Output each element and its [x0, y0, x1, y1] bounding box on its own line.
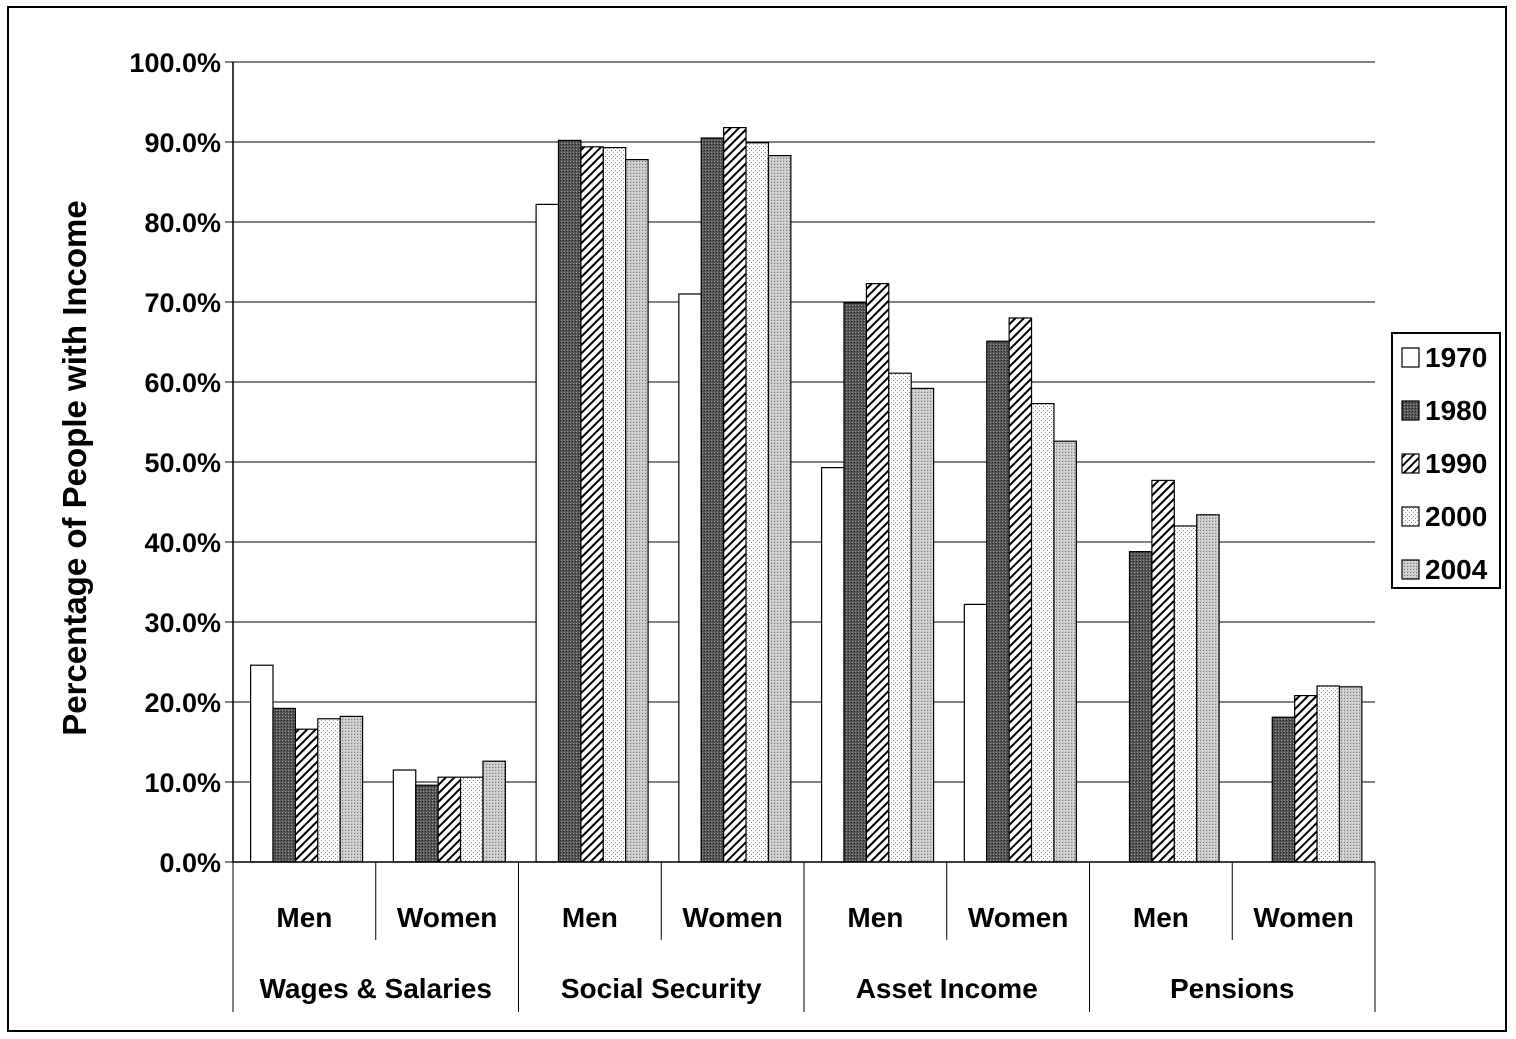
bar — [437, 776, 462, 863]
chart-svg: 0.0% 10.0% 20.0% 30.0% 40.0% 50.0% 60.0% 70.0% 8… — [56, 48, 1501, 1012]
x-subcategory-label: Men — [562, 902, 618, 933]
bar — [986, 340, 1010, 863]
bar — [1151, 479, 1175, 863]
bar — [392, 769, 417, 863]
bar — [910, 387, 935, 863]
bar — [1128, 550, 1153, 863]
y-tick-label: 0.0% — [159, 848, 221, 878]
bar — [745, 142, 770, 863]
bar — [963, 603, 988, 863]
bar — [865, 283, 890, 863]
x-group-label: Wages & Salaries — [260, 973, 492, 1004]
bars-layer — [250, 126, 1363, 863]
bar — [625, 159, 649, 863]
bar — [723, 126, 747, 863]
y-tick-label: 30.0% — [144, 608, 221, 638]
bar — [1338, 686, 1363, 863]
y-tick-label: 20.0% — [144, 688, 221, 718]
x-group-label: Pensions — [1170, 973, 1294, 1004]
bar — [317, 718, 341, 863]
bar — [535, 203, 560, 863]
bar — [1053, 440, 1077, 863]
bar — [1008, 317, 1033, 863]
x-subcategory-label: Women — [397, 902, 498, 933]
legend-swatch — [1401, 506, 1420, 527]
bar — [294, 728, 319, 863]
legend-label: 1970 — [1425, 342, 1487, 373]
legend-swatch — [1401, 453, 1420, 474]
x-subcategory-label: Men — [847, 902, 903, 933]
bar — [1030, 403, 1055, 863]
x-subcategory-label: Men — [276, 902, 332, 933]
y-tick-label: 80.0% — [144, 208, 221, 238]
bar — [482, 760, 506, 863]
bar — [580, 146, 604, 863]
legend-swatch — [1401, 400, 1420, 421]
bar — [678, 293, 702, 863]
x-group-label: Social Security — [561, 973, 762, 1004]
bar — [1316, 685, 1341, 863]
legend-label: 1980 — [1425, 395, 1487, 426]
bar — [1294, 694, 1318, 863]
x-subcategory-label: Women — [682, 902, 783, 933]
y-tick-label: 70.0% — [144, 288, 221, 318]
bar — [1271, 716, 1296, 863]
y-tick-label: 60.0% — [144, 368, 221, 398]
bar — [272, 707, 296, 863]
legend-label: 2004 — [1425, 554, 1488, 585]
x-subcategory-label: Women — [1253, 902, 1354, 933]
legend-swatch — [1401, 559, 1420, 580]
bar — [339, 715, 364, 863]
bar — [1173, 525, 1198, 863]
x-subcategory-label: Men — [1133, 902, 1189, 933]
legend-swatch — [1401, 347, 1420, 368]
axis-layer: 0.0% 10.0% 20.0% 30.0% 40.0% 50.0% 60.0% 70.0% 8… — [129, 48, 1376, 1012]
bar — [767, 155, 792, 863]
legend-label: 1990 — [1425, 448, 1487, 479]
grid-layer — [233, 61, 1375, 783]
bar — [843, 302, 867, 863]
x-subcategory-label: Women — [968, 902, 1069, 933]
bar — [459, 776, 484, 863]
bar — [250, 664, 274, 863]
bar — [1196, 514, 1220, 863]
x-group-label: Asset Income — [856, 973, 1038, 1004]
legend: 1970 1980 1990 2000 2004 — [1391, 332, 1501, 589]
y-axis-title: Percentage of People with Income — [56, 200, 93, 735]
bar — [557, 139, 582, 863]
bar — [820, 467, 845, 863]
bar — [888, 372, 912, 863]
bar — [700, 137, 725, 863]
y-tick-label: 100.0% — [129, 48, 221, 78]
chart-frame: 0.0% 10.0% 20.0% 30.0% 40.0% 50.0% 60.0% 70.0% 8… — [7, 6, 1507, 1032]
bar — [602, 147, 627, 863]
y-tick-label: 90.0% — [144, 128, 221, 158]
y-tick-label: 40.0% — [144, 528, 221, 558]
bar — [415, 784, 439, 863]
legend-label: 2000 — [1425, 501, 1487, 532]
y-tick-label: 10.0% — [144, 768, 221, 798]
y-tick-label: 50.0% — [144, 448, 221, 478]
